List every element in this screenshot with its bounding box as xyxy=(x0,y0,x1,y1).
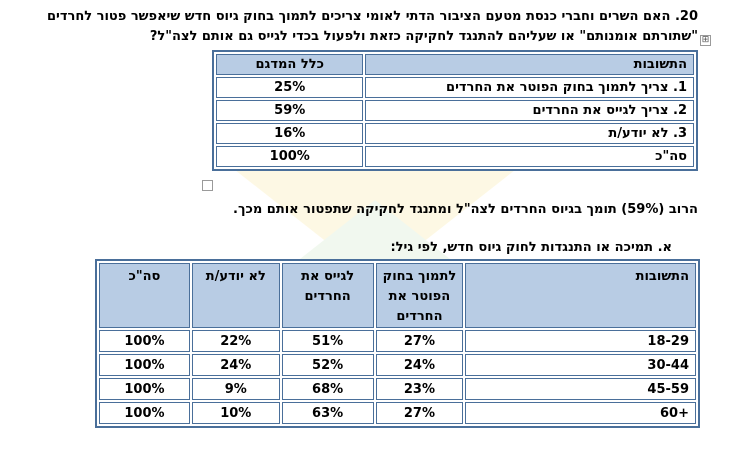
age-cell: +60 xyxy=(465,402,696,424)
question-line-1: 20. האם השרים וחברי כנסת מטעם הציבור הדת… xyxy=(46,9,698,24)
support-cell: 24% xyxy=(375,354,464,376)
draft-cell: 63% xyxy=(281,402,374,424)
summary-text: הרוב (59%) תומך בגיוס החרדים לצה"ל ומתנג… xyxy=(233,202,698,217)
value-cell: 25% xyxy=(216,77,364,98)
header-support-exemption: לתמוך בחוק הפוטר את החרדים xyxy=(375,263,464,328)
unknown-cell: 9% xyxy=(191,378,280,400)
table-resize-handle-icon[interactable] xyxy=(202,180,213,191)
unknown-cell: 22% xyxy=(191,330,280,352)
table-row: 1. צריך לתמוך בחוק הפוטר את החרדים 25% xyxy=(216,77,694,98)
table-header-row: התשובות כלל המדגם xyxy=(216,54,694,75)
age-cell: 18-29 xyxy=(465,330,696,352)
age-cell: 45-59 xyxy=(465,378,696,400)
draft-cell: 52% xyxy=(281,354,374,376)
unknown-cell: 24% xyxy=(191,354,280,376)
age-breakdown-table: התשובות לתמוך בחוק הפוטר את החרדים לגייס… xyxy=(95,259,700,428)
subheading-by-age: א. תמיכה או התנגדות לחוק גיוס חדש, לפי ג… xyxy=(390,240,672,255)
table-row: 3. לא יודע/ת 16% xyxy=(216,123,694,144)
total-cell: 100% xyxy=(99,402,190,424)
support-cell: 27% xyxy=(375,330,464,352)
header-total: סה"כ xyxy=(99,263,190,328)
header-answers: התשובות xyxy=(465,263,696,328)
header-draft: לגייס את החרדים xyxy=(281,263,374,328)
draft-cell: 68% xyxy=(281,378,374,400)
table-row: +60 27% 63% 10% 100% xyxy=(99,402,696,424)
support-cell: 27% xyxy=(375,402,464,424)
answer-cell: 1. צריך לתמוך בחוק הפוטר את החרדים xyxy=(365,77,694,98)
table-move-handle-icon[interactable]: ⊞ xyxy=(700,35,711,46)
draft-cell: 51% xyxy=(281,330,374,352)
answer-cell: סה"כ xyxy=(365,146,694,167)
value-cell: 100% xyxy=(216,146,364,167)
header-total-sample: כלל המדגם xyxy=(216,54,364,75)
age-cell: 30-44 xyxy=(465,354,696,376)
total-cell: 100% xyxy=(99,330,190,352)
support-cell: 23% xyxy=(375,378,464,400)
answer-cell: 3. לא יודע/ת xyxy=(365,123,694,144)
table-row: סה"כ 100% xyxy=(216,146,694,167)
value-cell: 16% xyxy=(216,123,364,144)
total-cell: 100% xyxy=(99,354,190,376)
table-row: 45-59 23% 68% 9% 100% xyxy=(99,378,696,400)
total-cell: 100% xyxy=(99,378,190,400)
question-line-2: "שתורתם אומנותם" או שעליהם להתנגד לחקיקה… xyxy=(149,29,698,44)
header-dont-know: לא יודע/ת xyxy=(191,263,280,328)
value-cell: 59% xyxy=(216,100,364,121)
table-row: 18-29 27% 51% 22% 100% xyxy=(99,330,696,352)
overall-results-table: התשובות כלל המדגם 1. צריך לתמוך בחוק הפו… xyxy=(212,50,698,171)
header-answers: התשובות xyxy=(365,54,694,75)
table-header-row: התשובות לתמוך בחוק הפוטר את החרדים לגייס… xyxy=(99,263,696,328)
question-text: 20. האם השרים וחברי כנסת מטעם הציבור הדת… xyxy=(8,7,698,47)
answer-cell: 2. צריך לגייס את החרדים xyxy=(365,100,694,121)
unknown-cell: 10% xyxy=(191,402,280,424)
table-row: 30-44 24% 52% 24% 100% xyxy=(99,354,696,376)
table-row: 2. צריך לגייס את החרדים 59% xyxy=(216,100,694,121)
